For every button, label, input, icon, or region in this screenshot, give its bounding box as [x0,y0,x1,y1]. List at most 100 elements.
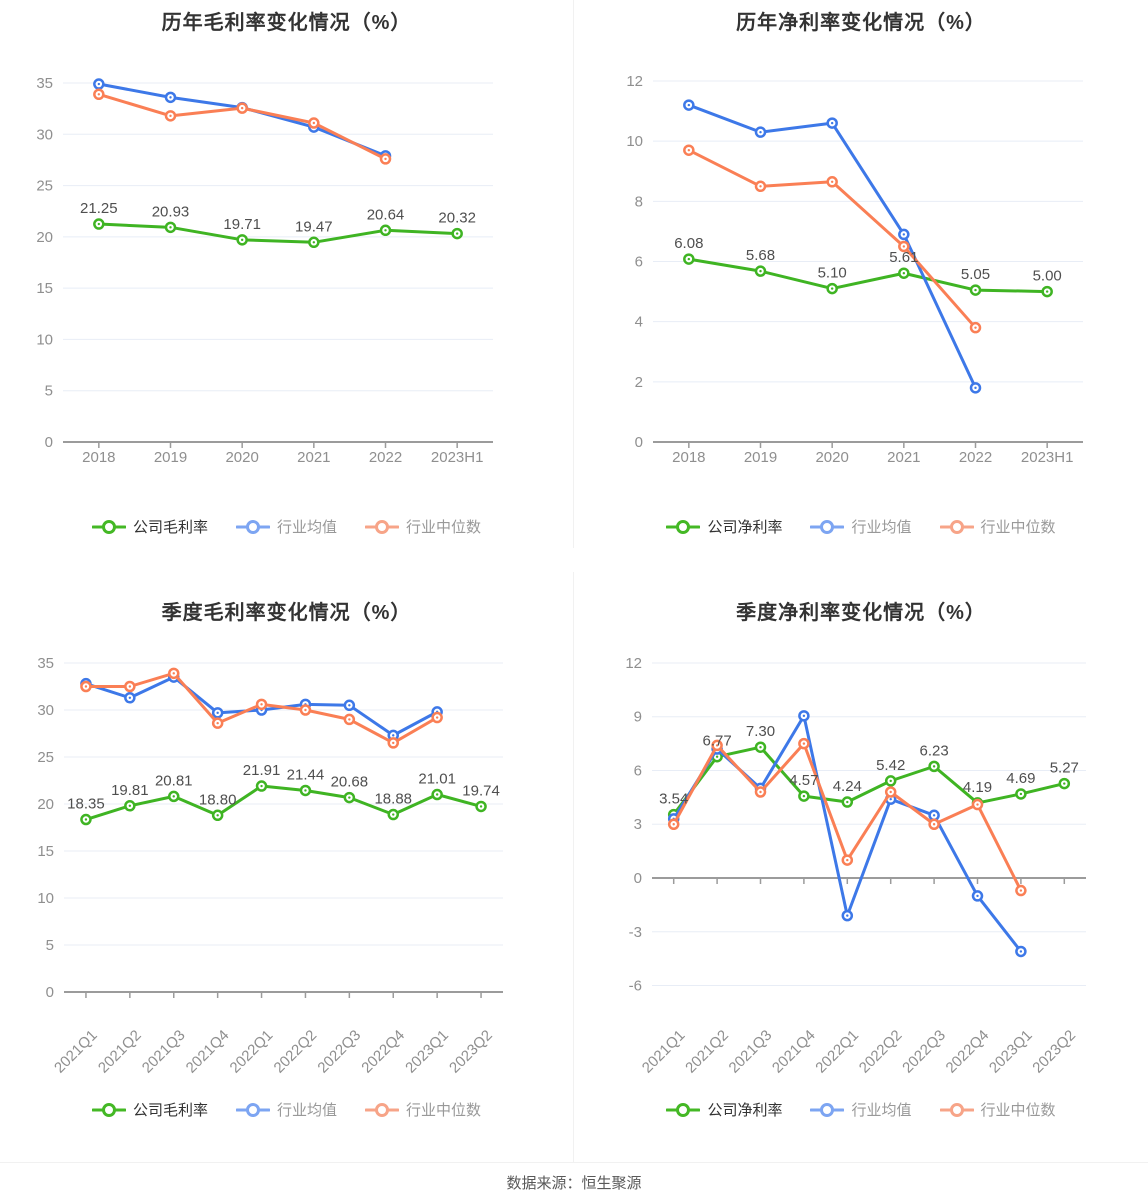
svg-text:15: 15 [36,280,53,297]
svg-text:2023Q2: 2023Q2 [446,1027,496,1077]
svg-text:2022: 2022 [369,449,402,466]
svg-text:35: 35 [37,655,54,672]
legend-marker-icon [939,519,974,534]
svg-text:4.19: 4.19 [963,779,992,796]
svg-text:2: 2 [635,374,643,391]
svg-text:20.32: 20.32 [438,210,476,227]
chart-legend: 公司净利率 行业均值 行业中位数 [574,1099,1148,1120]
svg-text:2022Q3: 2022Q3 [899,1027,949,1077]
svg-text:2022Q3: 2022Q3 [314,1027,364,1077]
legend-item-label: 行业中位数 [406,519,482,536]
legend-marker-icon [235,1102,270,1117]
svg-text:5: 5 [46,937,54,954]
svg-text:2022Q1: 2022Q1 [227,1027,277,1077]
legend-marker-icon [810,1102,845,1117]
legend-item-company[interactable]: 公司毛利率 [91,1099,208,1120]
legend-item-label: 行业均值 [851,519,912,536]
svg-text:6: 6 [635,254,643,271]
svg-text:21.25: 21.25 [80,200,118,217]
svg-text:18.88: 18.88 [374,791,412,808]
svg-text:2021Q3: 2021Q3 [726,1027,776,1077]
svg-text:25: 25 [36,178,53,195]
svg-text:20.64: 20.64 [367,206,405,223]
svg-text:4.69: 4.69 [1006,770,1035,787]
legend-marker-icon [235,519,270,534]
legend-item-label: 行业均值 [276,1102,337,1119]
svg-text:10: 10 [37,890,54,907]
legend-item-label: 行业均值 [276,519,337,536]
annual-net-margin-chart: 历年净利率变化情况（%） 0 2 4 6 8 10 12 2018 2019 2020 2021 20… [574,0,1148,548]
legend-item-label: 行业中位数 [980,519,1056,536]
chart-legend: 公司净利率 行业均值 行业中位数 [574,516,1148,537]
svg-text:9: 9 [634,709,642,726]
svg-text:18.80: 18.80 [199,791,237,808]
svg-text:-3: -3 [629,924,642,941]
svg-text:3: 3 [634,816,642,833]
svg-text:20.68: 20.68 [331,774,369,791]
chart-title: 历年净利率变化情况（%） [736,12,986,34]
svg-text:2021: 2021 [887,449,920,466]
svg-text:5.42: 5.42 [876,757,905,774]
legend-item-industry_median[interactable]: 行业中位数 [939,516,1056,537]
svg-text:21.91: 21.91 [243,762,281,779]
legend-item-industry_median[interactable]: 行业中位数 [365,1099,481,1120]
svg-text:4.57: 4.57 [789,772,818,789]
legend-item-company[interactable]: 公司净利率 [666,516,782,537]
quarterly-net-margin-chart: 季度净利率变化情况（%） -6 -3 0 3 6 9 12 2021Q1 2021Q2 2021Q… [574,572,1148,1163]
svg-text:2023H1: 2023H1 [431,449,484,466]
legend-item-label: 公司净利率 [707,1102,783,1119]
svg-text:21.01: 21.01 [418,771,456,788]
svg-text:2021Q3: 2021Q3 [139,1027,189,1077]
svg-text:25: 25 [37,749,54,766]
legend-marker-icon [666,519,701,534]
legend-marker-icon [666,1102,701,1117]
legend-marker-icon [365,519,399,534]
legend-item-company[interactable]: 公司净利率 [666,1099,782,1120]
annual-gross-margin-plot: 0 5 10 15 20 25 30 35 2018 2019 2020 2021 2022 2023H1… [36,75,493,466]
svg-text:2023H1: 2023H1 [1021,449,1074,466]
svg-text:2022Q2: 2022Q2 [271,1027,321,1077]
svg-text:19.71: 19.71 [223,216,261,233]
svg-text:6.08: 6.08 [674,235,703,252]
svg-text:2018: 2018 [82,449,115,466]
svg-text:4: 4 [635,314,643,331]
svg-text:-6: -6 [629,978,642,995]
svg-text:10: 10 [626,133,643,150]
svg-text:5.10: 5.10 [818,265,847,282]
quarterly-gross-margin-plot: 051015202530352021Q12021Q22021Q32021Q420… [37,655,503,1077]
svg-text:2021Q4: 2021Q4 [183,1027,233,1077]
legend-item-industry_avg[interactable]: 行业均值 [810,1099,912,1120]
svg-text:2022Q2: 2022Q2 [856,1027,906,1077]
data-source-note: 数据来源：恒生聚源 [506,1175,642,1192]
legend-item-industry_median[interactable]: 行业中位数 [939,1099,1056,1120]
legend-item-label: 公司净利率 [707,519,783,536]
svg-text:3.54: 3.54 [659,791,688,808]
svg-text:2022: 2022 [959,449,992,466]
chart-legend: 公司毛利率 行业均值 行业中位数 [0,516,573,537]
legend-item-industry_avg[interactable]: 行业均值 [235,1099,337,1120]
legend-item-company[interactable]: 公司毛利率 [91,516,208,537]
svg-text:12: 12 [625,655,642,672]
legend-item-industry_avg[interactable]: 行业均值 [810,516,912,537]
svg-text:0: 0 [46,984,54,1001]
svg-text:21.44: 21.44 [287,766,325,783]
svg-text:5.61: 5.61 [889,249,918,266]
svg-text:0: 0 [635,434,643,451]
svg-text:20.93: 20.93 [152,203,190,220]
annual-net-margin-plot: 0 2 4 6 8 10 12 2018 2019 2020 2021 2022 2023H1 6.08 5… [626,73,1083,466]
legend-item-industry_avg[interactable]: 行业均值 [235,516,337,537]
legend-item-label: 公司毛利率 [132,519,208,536]
svg-text:35: 35 [36,75,53,92]
svg-text:2021Q4: 2021Q4 [769,1027,819,1077]
svg-text:0: 0 [634,870,642,887]
legend-marker-icon [91,519,126,534]
legend-item-label: 行业均值 [851,1102,912,1119]
legend-item-label: 公司毛利率 [132,1102,208,1119]
legend-item-industry_median[interactable]: 行业中位数 [365,516,481,537]
svg-text:2022Q1: 2022Q1 [812,1027,862,1077]
svg-text:8: 8 [635,193,643,210]
svg-text:2019: 2019 [154,449,187,466]
svg-text:12: 12 [626,73,643,90]
svg-text:2021: 2021 [297,449,330,466]
